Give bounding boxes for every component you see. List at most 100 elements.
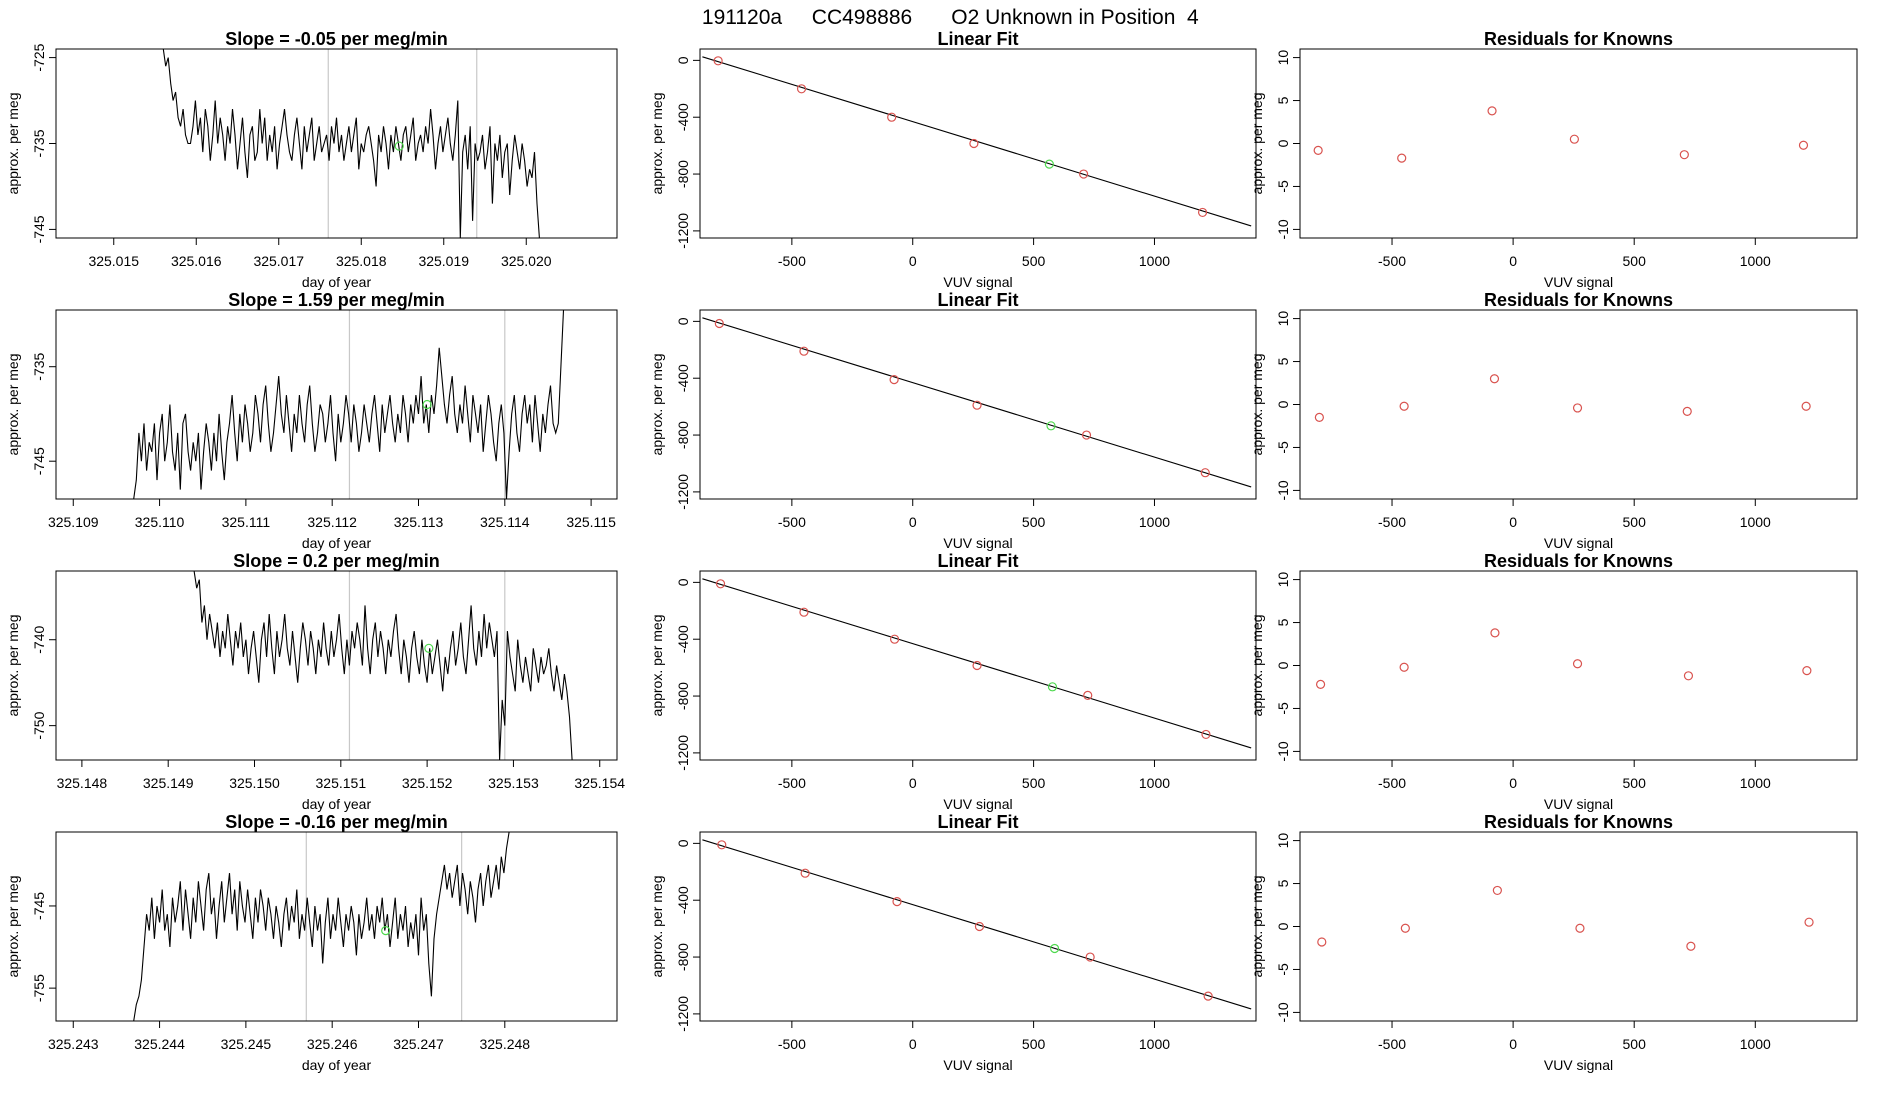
x-axis-ticks: -500 0 500 1000	[1378, 238, 1771, 269]
plot-area	[1313, 106, 1809, 163]
residual-point	[1572, 403, 1583, 413]
x-axis-label: VUV signal	[943, 535, 1012, 551]
plot-area	[1317, 885, 1814, 951]
plot-frame	[55, 309, 618, 500]
y-tick-label: -800	[675, 160, 691, 188]
fit-line	[702, 839, 1252, 1010]
residual-point	[1569, 134, 1579, 144]
plot-frame	[1299, 570, 1858, 761]
x-axis-label: VUV signal	[943, 1057, 1012, 1073]
chart-title: Linear Fit	[937, 551, 1018, 571]
header-description: O2 Unknown in Position 4	[951, 6, 1199, 29]
unknown-point	[381, 926, 391, 936]
known-point	[1197, 207, 1208, 218]
x-tick-label: 500	[1623, 514, 1647, 530]
x-axis-label: VUV signal	[1544, 1057, 1613, 1073]
residual-point	[1804, 917, 1814, 927]
x-tick-label: 500	[1623, 253, 1647, 269]
y-axis-ticks: 0 -400 -800 -1200	[675, 578, 700, 771]
plot-area	[133, 310, 565, 499]
residual-point	[1683, 671, 1694, 681]
known-point	[799, 346, 809, 356]
plot-frame	[1299, 831, 1858, 1022]
x-tick-label: 0	[1509, 253, 1517, 269]
y-tick-label: 0	[675, 839, 691, 847]
y-tick-label: -5	[1275, 963, 1291, 976]
y-tick-label: -5	[1275, 702, 1291, 715]
residual-point	[1682, 406, 1692, 416]
residual-point	[1575, 923, 1585, 933]
x-axis-ticks: -500 0 500 1000	[1378, 1021, 1771, 1052]
y-tick-label: 0	[1275, 139, 1291, 147]
known-point	[1201, 729, 1211, 740]
y-axis-label: approx. per meg	[649, 876, 665, 978]
known-point	[713, 56, 723, 66]
y-tick-label: 5	[1275, 96, 1291, 104]
chart-title: Residuals for Knowns	[1484, 290, 1673, 310]
chart-title: Linear Fit	[937, 290, 1018, 310]
x-tick-label: 0	[1509, 775, 1517, 791]
x-tick-label: 1000	[1139, 514, 1170, 530]
x-tick-label: -500	[1378, 1036, 1406, 1052]
x-tick-label: 500	[1022, 514, 1046, 530]
x-tick-label: -500	[778, 253, 806, 269]
chart-panel-2: Linear Fit VUV signal approx. per meg -500 0…	[649, 29, 1257, 290]
unknown-point	[1047, 682, 1058, 692]
y-tick-label: -10	[1275, 741, 1291, 761]
x-axis-ticks: -500 0 500 1000	[1378, 499, 1771, 530]
x-tick-label: 325.151	[316, 775, 367, 791]
y-axis-label: approx. per meg	[1249, 876, 1265, 978]
fit-line	[702, 317, 1252, 488]
plot-frame	[55, 831, 618, 1022]
per-meg-series-line	[133, 310, 565, 499]
y-tick-label: -5	[1275, 441, 1291, 454]
x-axis-label: day of year	[302, 796, 372, 812]
x-tick-label: 325.018	[336, 253, 387, 269]
x-axis-ticks: 325.109 325.110 325.111 325.112 325.113 325.1…	[48, 499, 616, 530]
x-tick-label: 325.115	[566, 514, 616, 530]
plot-frame	[699, 309, 1257, 500]
chart-panel-9: Residuals for Knowns VUV signal approx. pe…	[1249, 551, 1858, 812]
y-axis-label: approx. per meg	[5, 354, 21, 456]
known-point	[1085, 952, 1095, 962]
y-tick-label: 0	[675, 56, 691, 64]
plot-frame	[1299, 48, 1858, 239]
y-tick-label: -1200	[675, 735, 691, 771]
x-tick-label: 325.111	[222, 514, 271, 530]
y-tick-label: 10	[1275, 572, 1291, 588]
x-axis-ticks: 325.148 325.149 325.150 325.151 325.152 325.1…	[57, 760, 625, 791]
chart-title: Slope = -0.16 per meg/min	[225, 812, 448, 832]
y-tick-label: -10	[1275, 219, 1291, 239]
x-tick-label: 325.248	[479, 1036, 530, 1052]
y-tick-label: -10	[1275, 480, 1291, 500]
residual-point	[1802, 666, 1812, 676]
residual-point	[1798, 140, 1809, 150]
known-point	[972, 660, 982, 671]
chart-panel-6: Residuals for Knowns VUV signal approx. pe…	[1249, 290, 1858, 551]
chart-title: Slope = 1.59 per meg/min	[228, 290, 445, 310]
x-tick-label: 0	[1509, 1036, 1517, 1052]
y-tick-label: 0	[1275, 661, 1291, 669]
residual-point	[1686, 941, 1696, 951]
x-tick-label: -500	[778, 775, 806, 791]
x-tick-label: 325.114	[480, 514, 530, 530]
chart-title: Slope = -0.05 per meg/min	[225, 29, 448, 49]
y-tick-label: 10	[1275, 311, 1291, 327]
x-tick-label: 325.020	[501, 253, 552, 269]
x-tick-label: 1000	[1139, 775, 1170, 791]
x-tick-label: 325.152	[402, 775, 453, 791]
known-point	[892, 897, 902, 907]
x-tick-label: 325.149	[143, 775, 194, 791]
plot-area	[162, 49, 540, 238]
y-tick-label: -800	[675, 682, 691, 710]
residual-point	[1317, 937, 1327, 947]
x-tick-label: 1000	[1740, 514, 1771, 530]
x-axis-label: day of year	[302, 274, 372, 290]
chart-panel-1: Slope = -0.05 per meg/min day of year appr…	[5, 29, 618, 290]
chart-panel-11: Linear Fit VUV signal approx. per meg -500 0…	[649, 812, 1257, 1073]
plot-area	[702, 578, 1252, 749]
y-axis-label: approx. per meg	[5, 876, 21, 978]
y-axis-label: approx. per meg	[649, 354, 665, 456]
x-tick-label: 0	[909, 514, 917, 530]
x-tick-label: 325.017	[253, 253, 304, 269]
